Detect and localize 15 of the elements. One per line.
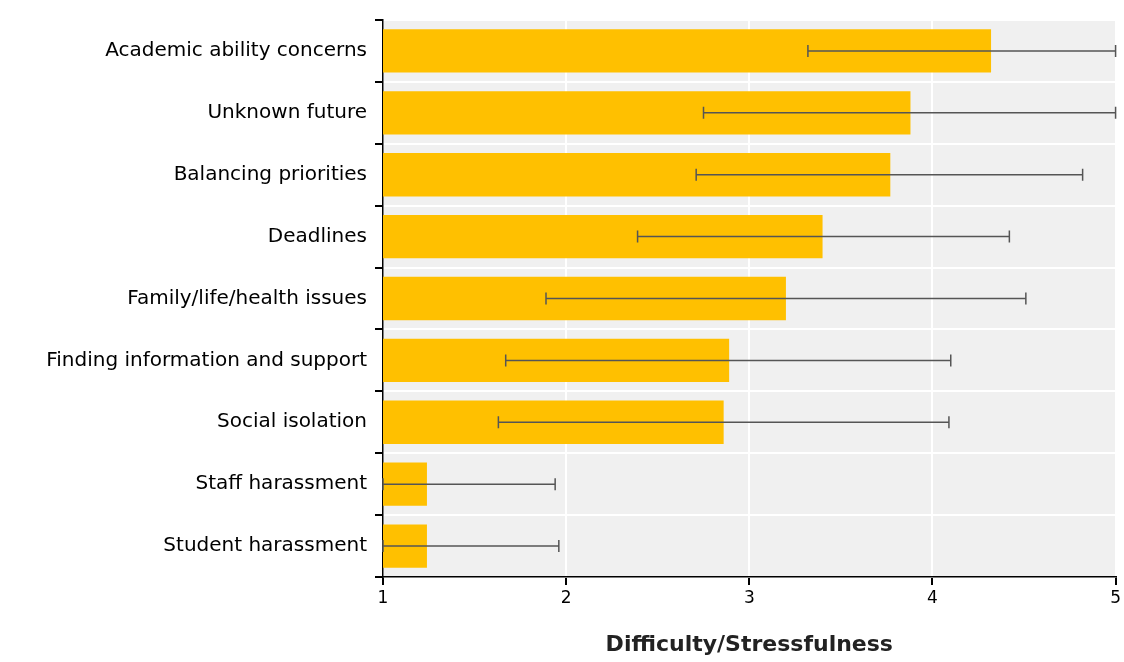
y-tick-label: Academic ability concerns xyxy=(105,37,367,62)
y-tick-label: Student harassment xyxy=(163,532,368,557)
x-axis-title: Difficulty/Stressfulness xyxy=(605,630,893,656)
x-tick-label: 5 xyxy=(1110,586,1122,607)
y-tick-label: Finding information and support xyxy=(46,346,368,371)
y-tick-label: Social isolation xyxy=(217,408,367,433)
y-tick-label: Staff harassment xyxy=(195,470,368,495)
y-tick-label: Deadlines xyxy=(267,222,367,247)
x-tick-label: 3 xyxy=(743,586,755,607)
x-tick-label: 4 xyxy=(927,586,938,607)
y-tick-label: Family/life/health issues xyxy=(127,284,367,309)
x-tick-label: 1 xyxy=(377,586,389,607)
x-tick-label: 2 xyxy=(560,586,572,607)
y-tick-label: Balancing priorities xyxy=(173,160,367,185)
y-tick-label: Unknown future xyxy=(207,99,367,124)
